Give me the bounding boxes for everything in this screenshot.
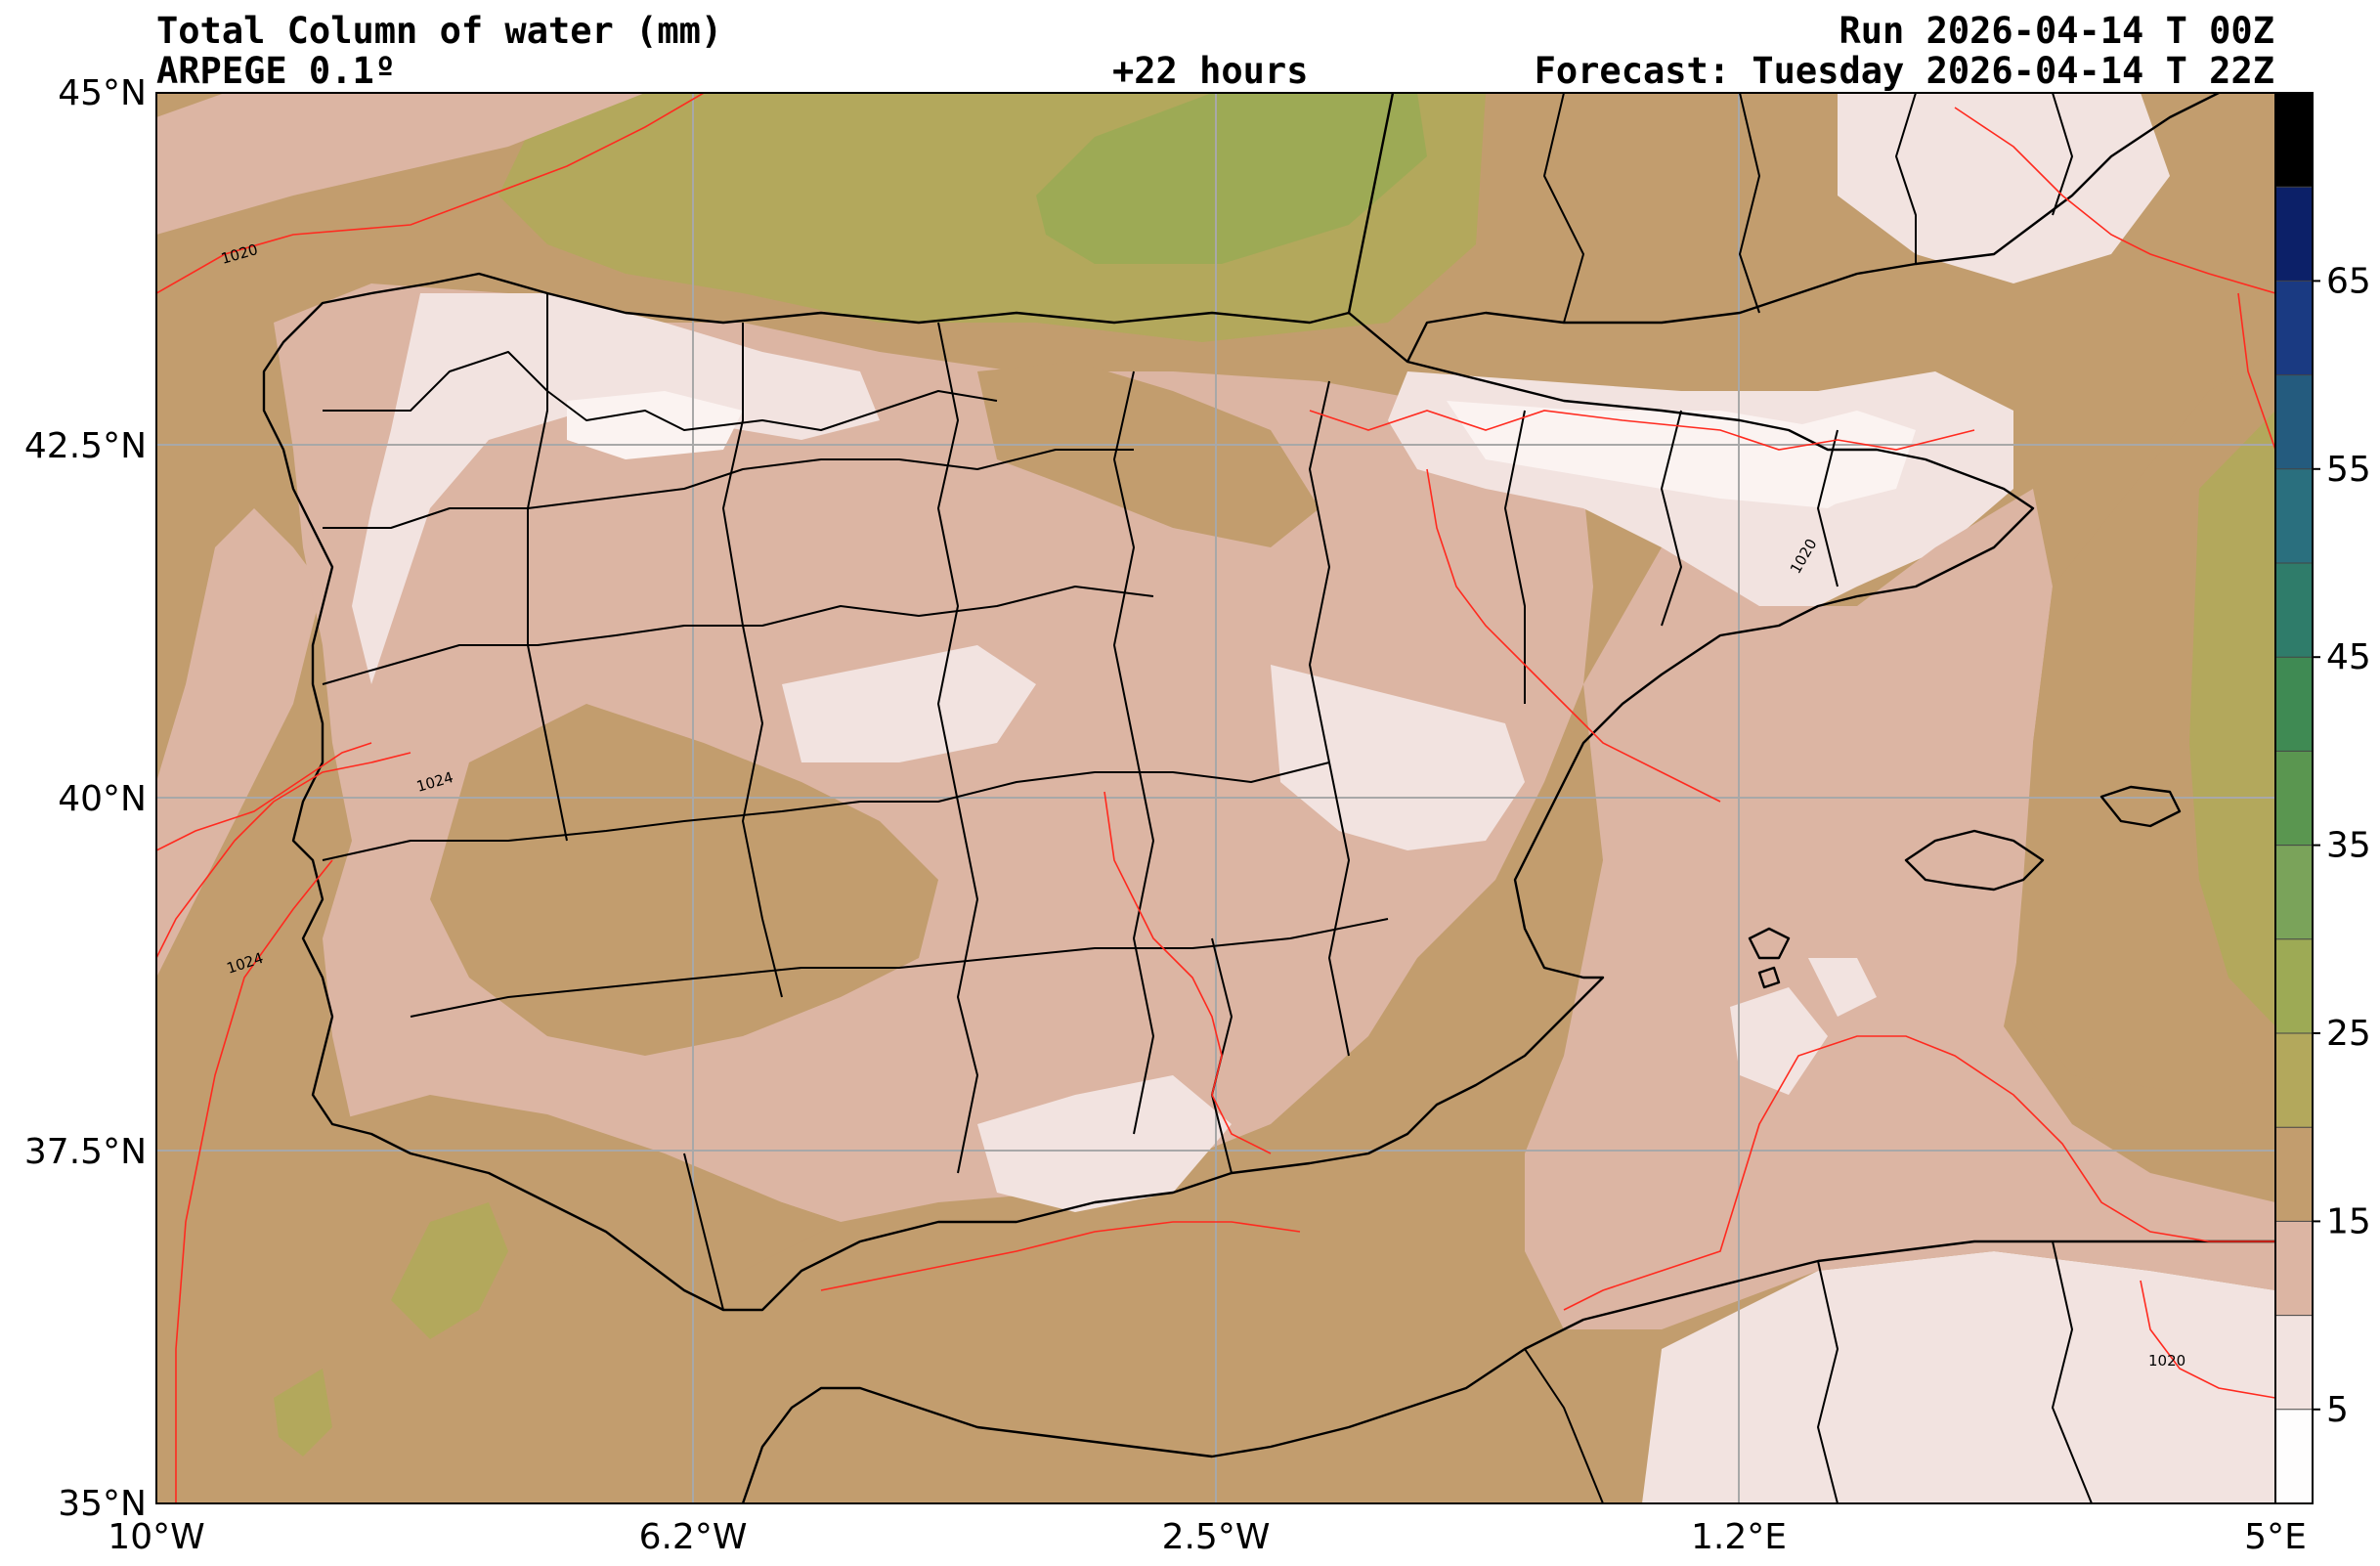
field-betic-light — [977, 1075, 1232, 1212]
colorbar-bin — [2275, 845, 2313, 939]
colorbar-tick-label: 55 — [2326, 450, 2371, 490]
colorbar-bin — [2275, 563, 2313, 658]
field-atlantic-pink — [156, 93, 645, 235]
colorbar-ticks: 5 15 25 35 45 55 65 — [2313, 261, 2371, 1430]
field-sistema-light — [782, 645, 1036, 762]
admin-borders — [322, 93, 2093, 1503]
field-white-galicia — [567, 391, 743, 459]
lat-label: 37.5°N — [24, 1132, 147, 1172]
coastlines — [262, 93, 2275, 1503]
chart-title: Total Column of water (mm) — [156, 10, 723, 52]
field-med-light — [1730, 987, 1828, 1095]
colorbar-tick-label: 5 — [2326, 1390, 2349, 1430]
lon-label: 5°E — [2244, 1517, 2307, 1557]
field-africa-light — [1642, 1251, 2275, 1503]
field-white-catalonia — [1779, 411, 1916, 508]
lat-label: 40°N — [58, 779, 147, 819]
isobar-label: 1020 — [2148, 1352, 2185, 1370]
field-catalonia-light — [1838, 93, 2170, 283]
forecast-time: Forecast: Tuesday 2026-04-14 T 22Z — [1534, 50, 2274, 92]
map-plot-area: 1020 1024 1024 1020 1020 — [156, 93, 2275, 1503]
field-med-pink — [1525, 489, 2275, 1329]
colorbar-bin — [2275, 187, 2313, 282]
run-time: Run 2026-04-14 T 00Z — [1839, 10, 2274, 52]
isobars — [156, 93, 2275, 1503]
graticule — [156, 93, 2275, 1503]
lon-label: 6.2°W — [639, 1517, 748, 1557]
field-morocco-green — [274, 1369, 332, 1457]
field-atlantic-west — [156, 508, 323, 978]
lat-label: 42.5°N — [24, 426, 147, 466]
field-galicia-light — [352, 293, 880, 684]
colorbar-tick-label: 65 — [2326, 261, 2371, 301]
colorbar — [2274, 92, 2314, 1504]
model-name: ARPEGE 0.1º — [156, 50, 397, 92]
lead-time: +22 hours — [1112, 50, 1309, 92]
colorbar-bin — [2275, 1033, 2313, 1128]
colorbar-bin — [2275, 1127, 2313, 1222]
field-east-olive — [2189, 411, 2275, 1026]
colorbar-bin — [2275, 1315, 2313, 1410]
lat-axis: 45°N 42.5°N 40°N 37.5°N 35°N — [24, 73, 147, 1524]
field-ebro-dry — [977, 362, 1320, 547]
lon-label: 2.5°W — [1162, 1517, 1271, 1557]
colorbar-bin — [2275, 751, 2313, 846]
lat-label: 35°N — [58, 1484, 147, 1524]
lon-label: 10°W — [108, 1517, 204, 1557]
colorbar-frame — [2274, 92, 2314, 1504]
lon-label: 1.2°E — [1691, 1517, 1787, 1557]
colorbar-bin — [2275, 938, 2313, 1033]
colorbar-tick-label: 15 — [2326, 1201, 2371, 1241]
colorbar-tick-label: 25 — [2326, 1014, 2371, 1054]
colorbar-tick-label: 45 — [2326, 637, 2371, 677]
colorbar-bin — [2275, 657, 2313, 752]
field-green-biscay — [1036, 93, 1427, 264]
colorbar-bin — [2275, 374, 2313, 469]
colorbar-bin — [2275, 281, 2313, 375]
field-med-light-2 — [1808, 958, 1877, 1017]
colorbar-bin — [2275, 1221, 2313, 1316]
field-central-light — [1271, 665, 1525, 850]
field-cadiz-green — [391, 1202, 508, 1339]
colorbar-tick-label: 35 — [2326, 826, 2371, 866]
lat-label: 45°N — [58, 73, 147, 113]
lon-axis: 10°W 6.2°W 2.5°W 1.2°E 5°E — [108, 1517, 2307, 1557]
colorbar-bin — [2275, 1409, 2313, 1503]
colorbar-bin — [2275, 93, 2313, 188]
colorbar-bin — [2275, 468, 2313, 563]
